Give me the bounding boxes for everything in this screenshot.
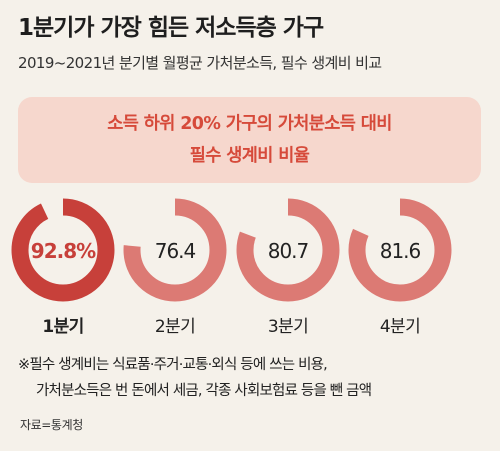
donut-arc-2 bbox=[123, 198, 227, 302]
donut-arc-3 bbox=[236, 198, 340, 302]
donut-arc-4 bbox=[348, 198, 452, 302]
footnote-line-1: ※필수 생계비는 식료품·주거·교통·외식 등에 쓰는 비용, bbox=[18, 357, 328, 373]
banner-line-1: 소득 하위 20% 가구의 가처분소득 대비 bbox=[107, 114, 392, 134]
category-label-4: 4분기 bbox=[380, 317, 420, 337]
donut-chart: 92.8% 1분기 76.4 2분기 80.7 3분기 81.6 4분기 bbox=[11, 198, 452, 337]
donut-value-3: 80.7 bbox=[268, 239, 309, 263]
source-note: 자료=통계청 bbox=[20, 418, 83, 432]
category-label-1: 1분기 bbox=[42, 317, 83, 337]
donut-value-2: 76.4 bbox=[155, 239, 196, 263]
donut-value-1: 92.8% bbox=[31, 239, 96, 263]
donut-value-4: 81.6 bbox=[380, 239, 421, 263]
donut-arc-1 bbox=[11, 198, 115, 302]
footnote: ※필수 생계비는 식료품·주거·교통·외식 등에 쓰는 비용, 가처분소득은 번… bbox=[18, 352, 488, 404]
chart-subtitle: 2019~2021년 분기별 월평균 가처분소득, 필수 생계비 비교 bbox=[18, 54, 382, 72]
category-label-3: 3분기 bbox=[268, 317, 308, 337]
banner-line-2: 필수 생계비 비율 bbox=[189, 146, 310, 166]
chart-title: 1분기가 가장 힘든 저소득층 가구 bbox=[18, 15, 324, 41]
footnote-line-2: 가처분소득은 번 돈에서 세금, 각종 사회보험료 등을 뺀 금액 bbox=[36, 383, 372, 399]
metric-banner: 소득 하위 20% 가구의 가처분소득 대비 필수 생계비 비율 bbox=[18, 97, 481, 183]
category-label-2: 2분기 bbox=[155, 317, 195, 337]
